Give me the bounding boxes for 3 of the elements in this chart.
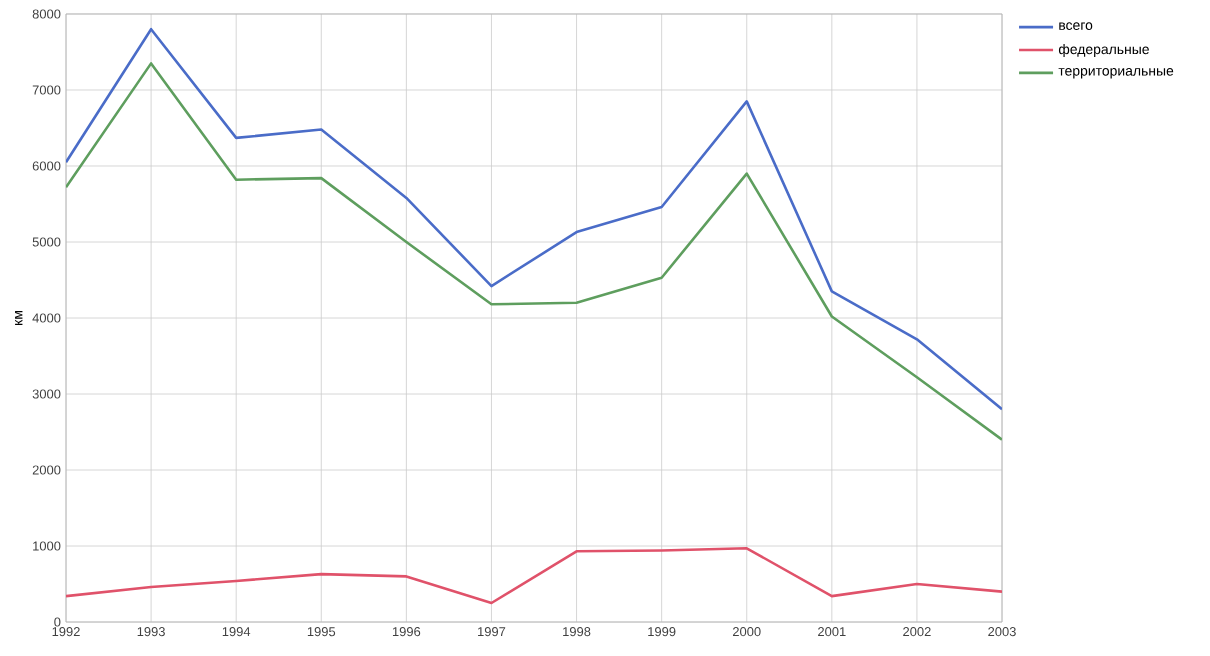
line-series [66,546,1003,605]
line-series [66,27,1003,411]
line-series [66,62,1003,441]
